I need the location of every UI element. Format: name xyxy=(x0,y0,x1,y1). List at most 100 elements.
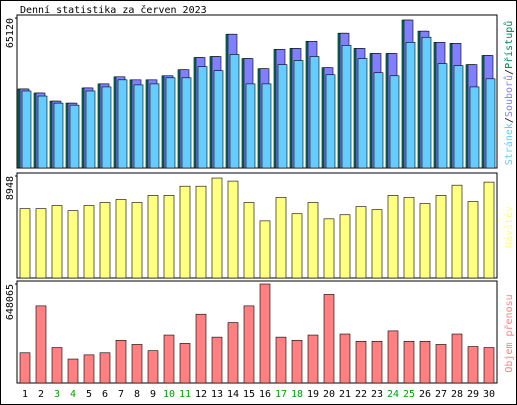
bar xyxy=(403,197,415,279)
bar xyxy=(195,185,207,279)
bar xyxy=(339,333,351,384)
bar xyxy=(403,341,415,384)
bar xyxy=(275,197,287,279)
bar xyxy=(421,36,432,169)
panel xyxy=(16,14,498,169)
bar xyxy=(37,95,48,169)
bar xyxy=(323,218,335,279)
x-tick-label: 7 xyxy=(118,389,124,400)
x-tick-label: 16 xyxy=(259,389,271,400)
bar xyxy=(307,202,319,279)
x-tick-label: 17 xyxy=(275,389,287,400)
x-tick-label: 2 xyxy=(38,389,44,400)
legend-entry: Objem přenosu xyxy=(503,294,515,372)
bar xyxy=(163,334,175,384)
bar xyxy=(213,70,224,169)
bar xyxy=(99,352,111,384)
bar xyxy=(149,83,160,169)
x-tick-label: 10 xyxy=(163,389,175,400)
legend-entry: Návštěv xyxy=(503,206,515,248)
bar xyxy=(67,358,79,384)
legend: Návštěv xyxy=(503,206,515,248)
bar xyxy=(101,86,112,169)
bar xyxy=(115,199,127,279)
bar xyxy=(485,78,496,169)
bar xyxy=(115,339,127,384)
x-tick-label: 3 xyxy=(54,389,60,400)
bar xyxy=(275,336,287,384)
bar xyxy=(291,339,303,384)
bar xyxy=(179,185,191,279)
y-tick-label: 648065 xyxy=(5,284,16,320)
bar xyxy=(325,74,336,169)
x-tick-label: 8 xyxy=(134,389,140,400)
legend-separator: / xyxy=(504,117,515,123)
bar xyxy=(67,210,79,279)
bar xyxy=(371,341,383,384)
x-tick-label: 26 xyxy=(419,389,431,400)
bar xyxy=(435,344,447,384)
bar xyxy=(147,195,159,279)
legend-entry: Souborů xyxy=(503,75,515,117)
bar xyxy=(357,58,368,169)
bar xyxy=(83,205,95,279)
x-tick-label: 15 xyxy=(243,389,255,400)
bar xyxy=(355,341,367,384)
bar xyxy=(229,54,240,169)
bar xyxy=(467,201,479,279)
bar xyxy=(99,202,111,279)
bar xyxy=(51,205,63,279)
x-tick-label: 21 xyxy=(339,389,351,400)
bar xyxy=(323,294,335,384)
bar xyxy=(309,56,320,169)
bar xyxy=(83,354,95,384)
bar xyxy=(21,90,32,169)
x-tick-label: 11 xyxy=(179,389,191,400)
bar xyxy=(259,283,271,384)
bar xyxy=(133,84,144,169)
bar xyxy=(35,208,47,279)
x-tick-label: 19 xyxy=(307,389,319,400)
bar xyxy=(227,322,239,384)
x-tick-label: 29 xyxy=(467,389,479,400)
bar xyxy=(165,77,176,169)
x-tick-label: 9 xyxy=(150,389,156,400)
bar xyxy=(261,83,272,169)
bar xyxy=(467,346,479,384)
y-tick-label: 65120 xyxy=(5,18,16,48)
bar xyxy=(117,79,128,169)
bar xyxy=(69,104,80,169)
panel xyxy=(16,172,498,279)
bar xyxy=(181,77,192,169)
bar xyxy=(85,90,96,169)
bar xyxy=(451,184,463,279)
x-tick-label: 5 xyxy=(86,389,92,400)
legend-separator: / xyxy=(504,69,515,75)
bar xyxy=(419,341,431,384)
bar xyxy=(419,203,431,279)
legend: Objem přenosu xyxy=(503,294,515,372)
bar xyxy=(307,334,319,384)
bar xyxy=(51,347,63,384)
x-tick-label: 12 xyxy=(195,389,207,400)
bar xyxy=(437,63,448,169)
x-tick-label: 28 xyxy=(451,389,463,400)
x-tick-label: 4 xyxy=(70,389,76,400)
bar xyxy=(131,202,143,279)
bar xyxy=(387,330,399,384)
x-tick-label: 1 xyxy=(22,389,28,400)
bar xyxy=(293,60,304,169)
bar xyxy=(179,343,191,384)
panel xyxy=(16,280,498,384)
x-tick-label: 20 xyxy=(323,389,335,400)
bar xyxy=(371,209,383,279)
bar xyxy=(243,305,255,384)
bar xyxy=(19,352,31,384)
y-tick-label: 8948 xyxy=(5,176,16,200)
bar xyxy=(469,86,480,169)
bar xyxy=(243,202,255,279)
bar xyxy=(131,344,143,384)
legend: Stránek/Souborů/Přístupů xyxy=(503,21,515,166)
bar xyxy=(195,313,207,384)
